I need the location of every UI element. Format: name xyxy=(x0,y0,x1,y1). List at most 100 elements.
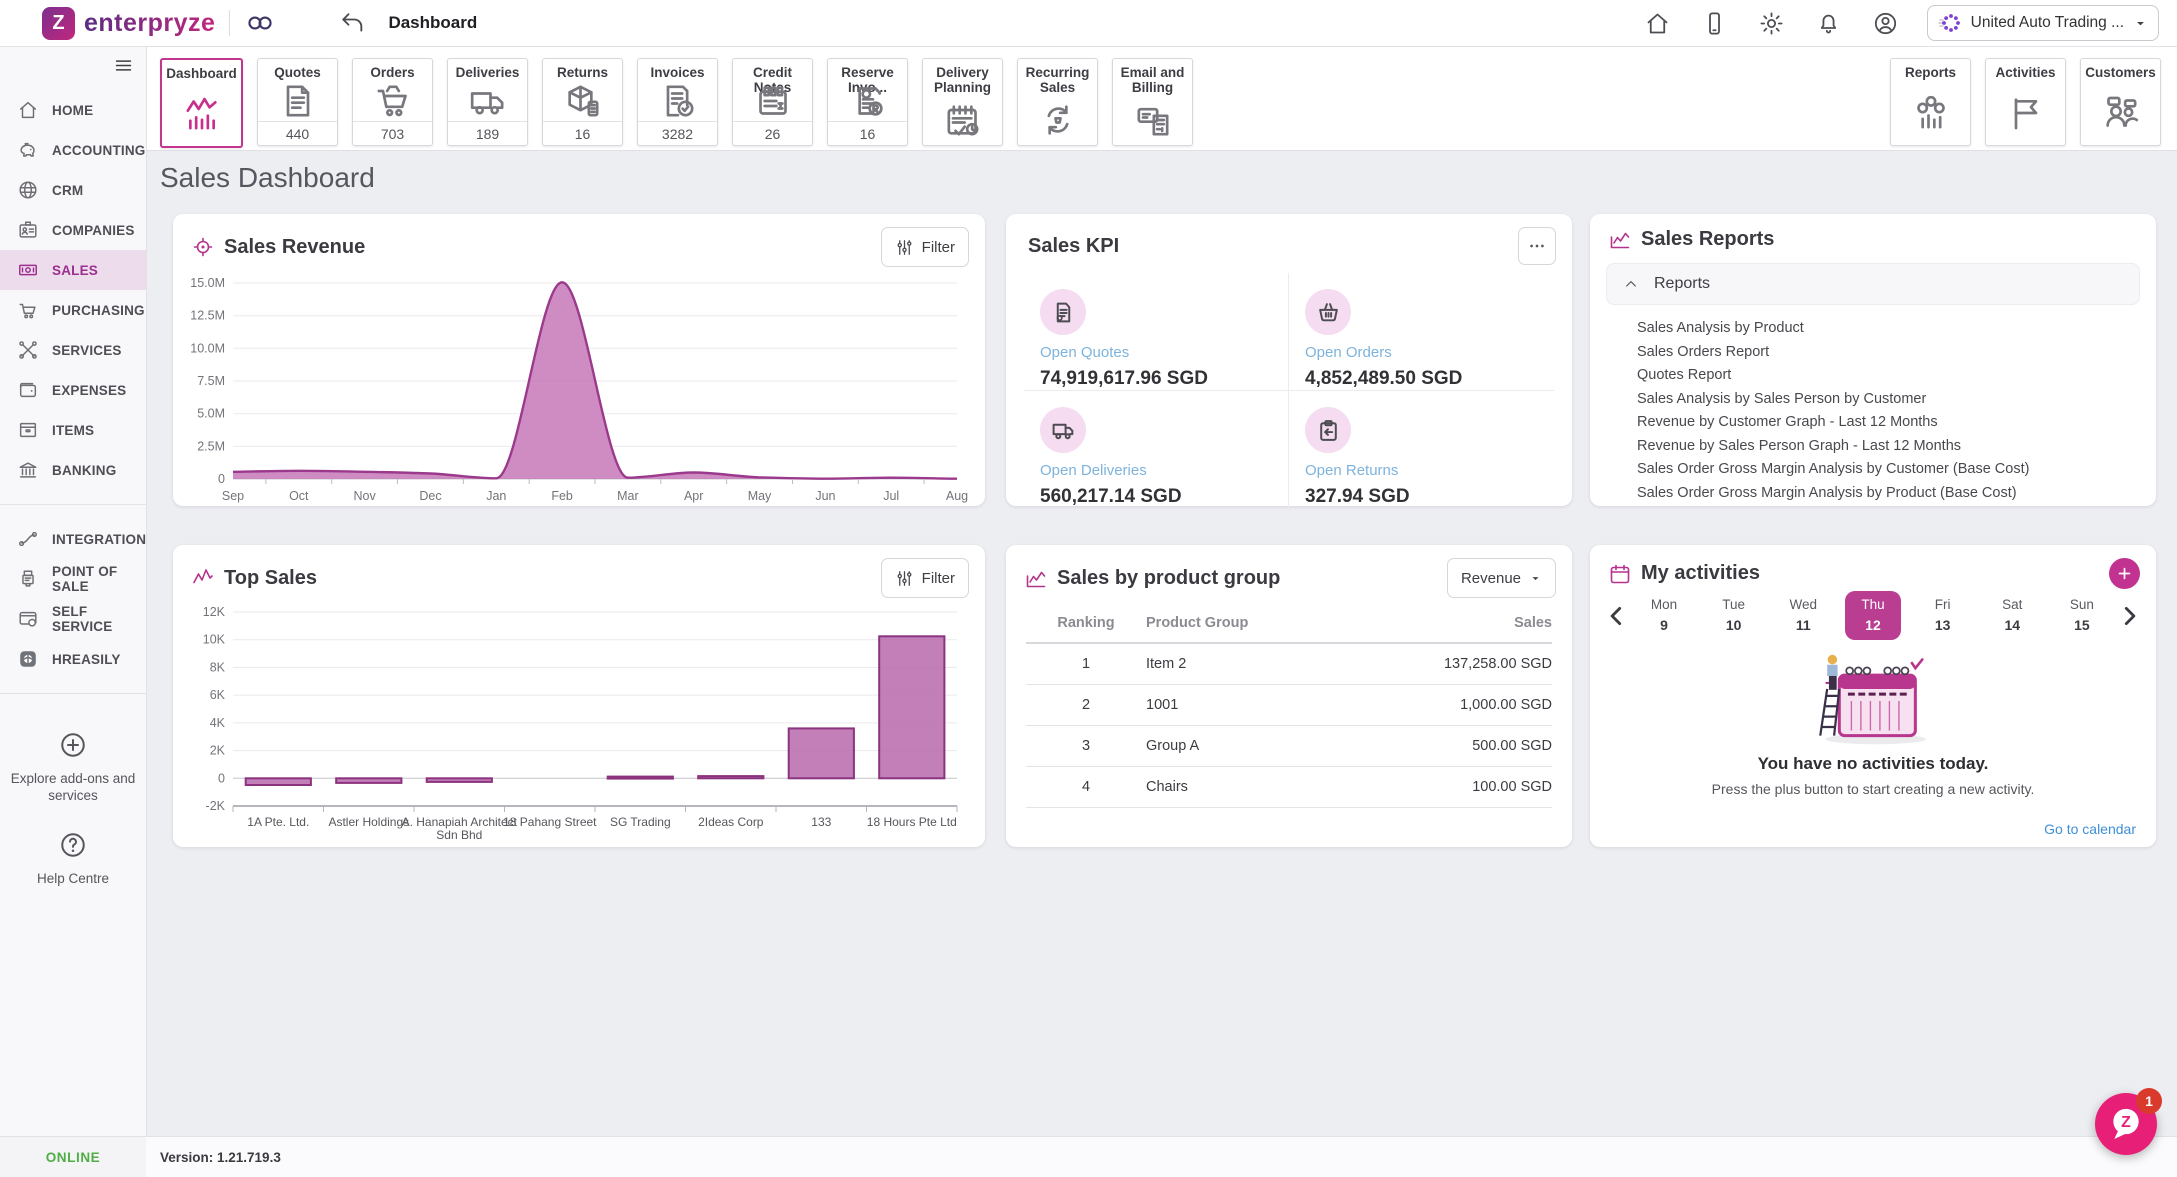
sidebar-item-companies[interactable]: COMPANIES xyxy=(0,210,146,250)
plus-icon xyxy=(2116,565,2133,582)
sidebar-item-sales[interactable]: SALES xyxy=(0,250,146,290)
tab-recurring-sales[interactable]: Recurring Sales xyxy=(1017,58,1098,146)
report-link-sales-order-gross-margin-analysis-by-pro[interactable]: Sales Order Gross Margin Analysis by Pro… xyxy=(1637,484,2017,501)
sidebar-item-home[interactable]: HOME xyxy=(0,90,146,130)
report-link-sales-order-gross-margin-analysis-by-cus[interactable]: Sales Order Gross Margin Analysis by Cus… xyxy=(1637,461,2030,477)
revenue-dropdown[interactable]: Revenue xyxy=(1446,558,1556,598)
sidebar-item-accounting[interactable]: ACCOUNTING xyxy=(0,130,146,170)
hamburger-menu-icon[interactable] xyxy=(113,55,134,76)
calendar-day-sat[interactable]: Sat 14 xyxy=(1984,591,2040,640)
kpi-label[interactable]: Open Deliveries xyxy=(1040,462,1147,479)
table-row[interactable]: 4 Chairs 100.00 SGD xyxy=(1026,767,1552,808)
sidebar-item-items[interactable]: ITEMS xyxy=(0,410,146,450)
next-week-icon[interactable] xyxy=(2116,603,2142,629)
explore-addons-button[interactable]: Explore add-ons and services xyxy=(0,730,146,804)
svg-text:SG Trading: SG Trading xyxy=(610,815,671,829)
svg-text:Jun: Jun xyxy=(815,489,835,503)
kpi-label[interactable]: Open Quotes xyxy=(1040,344,1130,361)
mobile-icon[interactable] xyxy=(1701,10,1728,37)
sidebar-item-self-service[interactable]: SELF SERVICE xyxy=(0,599,146,639)
kpi-value: 4,852,489.50 SGD xyxy=(1305,368,1463,389)
tab-delivery-planning[interactable]: Delivery Planning xyxy=(922,58,1003,146)
company-selector[interactable]: United Auto Trading ... xyxy=(1926,5,2159,41)
sidebar-item-label: HREASILY xyxy=(52,651,121,667)
dashboard-icon xyxy=(182,94,222,134)
sales-reports-panel: Sales Reports Reports Sales Analysis by … xyxy=(1590,214,2156,506)
table-row[interactable]: 1 Item 2 137,258.00 SGD xyxy=(1026,644,1552,685)
calendar-day-thu[interactable]: Thu 12 xyxy=(1844,591,1901,640)
kpi-label[interactable]: Open Orders xyxy=(1305,344,1392,361)
tab-customers[interactable]: Customers xyxy=(2080,58,2161,146)
tab-returns[interactable]: Returns 16 xyxy=(542,58,623,146)
day-of-week: Mon xyxy=(1650,597,1678,612)
report-link-sales-orders-report[interactable]: Sales Orders Report xyxy=(1637,343,1770,360)
tab-label: Activities xyxy=(1995,65,2056,80)
brand-logo[interactable]: Z xyxy=(42,6,75,40)
home-icon[interactable] xyxy=(1644,10,1671,37)
go-to-calendar-link[interactable]: Go to calendar xyxy=(2044,821,2136,837)
kpi-label[interactable]: Open Returns xyxy=(1305,462,1399,479)
user-icon[interactable] xyxy=(1872,10,1899,37)
tab-email-and-billing[interactable]: Email and Billing xyxy=(1112,58,1193,146)
report-link-revenue-by-customer-graph-last-12-months[interactable]: Revenue by Customer Graph - Last 12 Mont… xyxy=(1637,414,1938,430)
tab-orders[interactable]: Orders 703 xyxy=(352,58,433,146)
question-circle-icon xyxy=(58,830,88,860)
svg-text:8K: 8K xyxy=(210,660,226,674)
gear-icon[interactable] xyxy=(1758,10,1785,37)
sidebar-item-purchasing[interactable]: PURCHASING xyxy=(0,290,146,330)
add-activity-button[interactable] xyxy=(2109,558,2140,589)
tab-deliveries[interactable]: Deliveries 189 xyxy=(447,58,528,146)
report-link-revenue-by-sales-person-graph-last-12-mo[interactable]: Revenue by Sales Person Graph - Last 12 … xyxy=(1637,437,1962,454)
table-row[interactable]: 2 1001 1,000.00 SGD xyxy=(1026,685,1552,726)
svg-text:6K: 6K xyxy=(210,688,226,702)
chevron-down-icon xyxy=(2133,16,2148,31)
tab-reserve-invo[interactable]: Reserve Invo... 16 xyxy=(827,58,908,146)
tab-quotes[interactable]: Quotes 440 xyxy=(257,58,338,146)
svg-text:4K: 4K xyxy=(210,716,226,730)
filter-label: Filter xyxy=(921,238,955,256)
revenue-filter-button[interactable]: Filter xyxy=(880,227,969,267)
tab-invoices[interactable]: Invoices 3282 xyxy=(637,58,718,146)
day-of-week: Thu xyxy=(1861,597,1885,612)
chat-fab-button[interactable]: Z 1 xyxy=(2095,1088,2162,1155)
column-product-group: Product Group xyxy=(1146,615,1249,631)
sidebar-item-hreasily[interactable]: HREASILY xyxy=(0,639,146,679)
calendar-day-fri[interactable]: Fri 13 xyxy=(1915,591,1971,640)
sidebar-item-services[interactable]: SERVICES xyxy=(0,330,146,370)
tab-dashboard[interactable]: Dashboard xyxy=(160,58,243,148)
sidebar-item-point-of-sale[interactable]: POINT OF SALE xyxy=(0,559,146,599)
tab-credit-notes[interactable]: Credit Notes 26 xyxy=(732,58,813,146)
svg-text:10K: 10K xyxy=(203,633,226,647)
calendar-day-tue[interactable]: Tue 10 xyxy=(1706,591,1762,640)
sales-revenue-chart: 0 2.5M 5.0M 7.5M 10.0M 12.5M 15.0M Sep Oct Nov Dec… xyxy=(173,271,985,510)
bell-icon[interactable] xyxy=(1815,10,1842,37)
help-centre-button[interactable]: Help Centre xyxy=(0,830,146,887)
report-link-sales-analysis-by-product[interactable]: Sales Analysis by Product xyxy=(1637,320,1804,336)
report-link-quotes-report[interactable]: Quotes Report xyxy=(1637,367,1732,383)
report-link-sales-analysis-by-sales-person-by-custom[interactable]: Sales Analysis by Sales Person by Custom… xyxy=(1637,390,1927,407)
sidebar-item-integration[interactable]: INTEGRATION xyxy=(0,519,146,559)
reports-accordion[interactable]: Reports xyxy=(1606,263,2140,305)
tab-reports[interactable]: Reports xyxy=(1890,58,1971,146)
infinity-icon[interactable] xyxy=(244,7,276,39)
sidebar-item-expenses[interactable]: EXPENSES xyxy=(0,370,146,410)
divider xyxy=(0,693,146,694)
svg-text:5.0M: 5.0M xyxy=(197,407,225,421)
main-content: Sales Dashboard Sales Revenue Filter 0 2.… xyxy=(146,150,2177,1137)
calendar-icon xyxy=(1608,562,1632,586)
calendar-day-wed[interactable]: Wed 11 xyxy=(1775,591,1831,640)
svg-text:Jan: Jan xyxy=(486,489,506,503)
previous-week-icon[interactable] xyxy=(1604,603,1630,629)
calendar-day-sun[interactable]: Sun 15 xyxy=(2054,591,2110,640)
top-sales-filter-button[interactable]: Filter xyxy=(880,558,969,598)
sidebar-item-label: INTEGRATION xyxy=(52,531,147,547)
sidebar-item-banking[interactable]: BANKING xyxy=(0,450,146,490)
tab-activities[interactable]: Activities xyxy=(1985,58,2066,146)
back-icon[interactable] xyxy=(338,9,366,37)
calendar-day-mon[interactable]: Mon 9 xyxy=(1636,591,1692,640)
sidebar-item-crm[interactable]: CRM xyxy=(0,170,146,210)
kpi-menu-button[interactable] xyxy=(1518,227,1556,265)
calendar-illustration xyxy=(1590,644,2156,746)
svg-text:Dec: Dec xyxy=(419,489,441,503)
table-row[interactable]: 3 Group A 500.00 SGD xyxy=(1026,726,1552,767)
